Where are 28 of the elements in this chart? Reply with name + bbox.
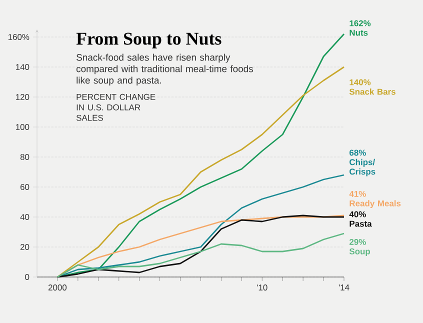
y-tick-label: 140: [16, 64, 30, 70]
y-axis-title: PERCENT CHANGE IN U.S. DOLLAR SALES: [76, 94, 156, 121]
y-tick-label: 20: [20, 244, 30, 250]
y-tick-label: 80: [20, 154, 30, 160]
x-tick-label: '10: [257, 284, 268, 291]
series-label: Soup: [349, 248, 370, 256]
y-tick-label: 160%: [8, 34, 30, 40]
series-label: Chips/ Crisps: [350, 158, 376, 176]
y-tick-label: 100: [16, 124, 30, 130]
data-label: 68%: [350, 150, 366, 156]
x-tick-label: 2000: [48, 284, 67, 291]
line-series: [56, 232, 345, 278]
data-label: 40%: [349, 211, 366, 218]
series-label: Ready Meals: [350, 200, 401, 208]
data-label: 140%: [350, 79, 371, 86]
data-label: 162%: [350, 20, 371, 26]
text: Snack Bars: [349, 88, 396, 95]
y-tick-label: 60: [20, 184, 30, 190]
x-tick-label: '14: [338, 284, 350, 290]
y-tick-label: 0: [25, 274, 30, 280]
series-label: Nuts: [350, 30, 368, 36]
y-tick-label: 120: [16, 94, 30, 100]
series-label: Pasta: [350, 220, 372, 227]
data-label: 29%: [350, 238, 366, 245]
text: Snack-food sales have risen sharply compared with traditional meal-time foods like soup and pasta.: [76, 54, 253, 86]
data-label: 41%: [349, 190, 366, 197]
y-tick-label: 40: [20, 214, 30, 220]
chart-title: From Soup to Nuts: [76, 32, 222, 48]
